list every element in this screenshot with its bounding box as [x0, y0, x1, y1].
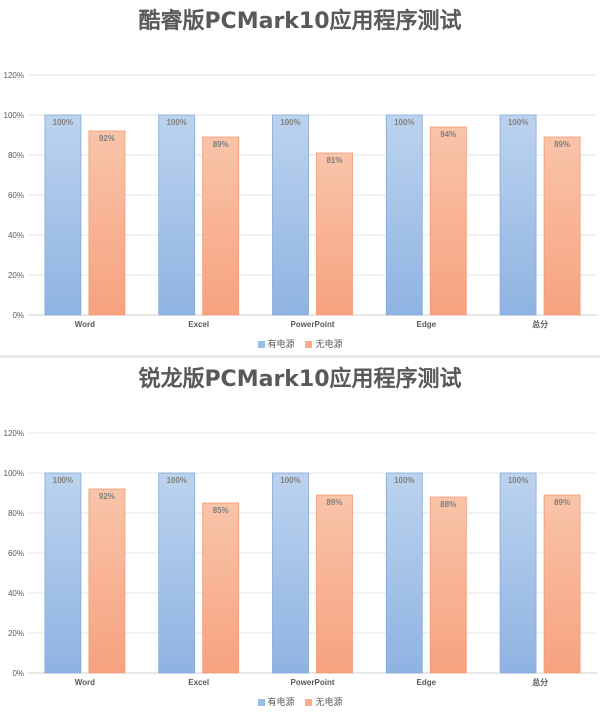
bar-series-b [202, 136, 240, 316]
bar-series-b [202, 502, 240, 674]
data-label: 88% [440, 500, 456, 509]
bar-series-b [429, 496, 467, 674]
bar-series-b [543, 136, 581, 316]
y-tick-label: 60% [8, 191, 24, 200]
y-tick-label: 80% [8, 509, 24, 518]
data-label: 94% [440, 130, 456, 139]
bar-chart-core: 0% 20% 40% 60% 80% 100% 120% 100% 92% Word 100% 89%… [4, 71, 597, 329]
x-category-label: PowerPoint [290, 320, 334, 329]
bar-series-b [316, 494, 353, 674]
y-tick-label: 20% [8, 629, 24, 638]
bar-series-b [429, 126, 467, 316]
bar-series-a [499, 472, 537, 674]
y-tick-label: 100% [4, 111, 24, 120]
legend-swatch-series-b [305, 699, 313, 706]
legend-swatch-series-a [257, 699, 265, 706]
data-label: 92% [99, 134, 115, 143]
legend-item-series-a: 有电源 [257, 695, 295, 708]
data-label: 100% [53, 476, 73, 485]
x-category-label: PowerPoint [290, 678, 334, 687]
data-label: 89% [554, 140, 570, 149]
legend-label: 无电源 [315, 340, 343, 350]
y-tick-label: 100% [4, 469, 24, 478]
data-label: 100% [280, 118, 300, 127]
chart-title: 酷睿版PCMark10应用程序测试 [138, 9, 462, 34]
data-label: 89% [213, 140, 229, 149]
chart-panel-ryzen: 锐龙版PCMark10应用程序测试 0% 20% 40% 60% 80% 100% 120%… [0, 358, 600, 713]
legend-label: 有电源 [267, 698, 295, 708]
bar-series-a [272, 114, 309, 316]
data-label: 100% [166, 118, 186, 127]
x-category-label: Excel [188, 678, 209, 687]
y-tick-label: 0% [12, 311, 24, 320]
data-label: 100% [508, 476, 528, 485]
bar-chart-ryzen: 0% 20% 40% 60% 80% 100% 120% 100% 92% Word 100% 85%… [4, 429, 597, 687]
bar-series-b [316, 152, 353, 316]
bar-series-a [385, 472, 423, 674]
chart-title: 锐龙版PCMark10应用程序测试 [138, 367, 462, 392]
data-label: 89% [554, 498, 570, 507]
y-tick-label: 80% [8, 151, 24, 160]
legend-label: 有电源 [267, 340, 295, 350]
bar-series-b [88, 488, 126, 674]
y-tick-label: 120% [4, 429, 24, 438]
legend-label: 无电源 [315, 698, 343, 708]
data-label: 100% [53, 118, 73, 127]
data-label: 100% [394, 476, 414, 485]
data-label: 89% [326, 498, 342, 507]
x-category-label: Edge [417, 678, 437, 687]
data-label: 81% [326, 156, 342, 165]
legend-swatch-series-a [257, 341, 265, 348]
legend-swatch-series-b [305, 341, 313, 348]
panel-divider [0, 355, 600, 358]
x-category-label: Excel [188, 320, 209, 329]
chart-panel-core: 酷睿版PCMark10应用程序测试 0% 20% 40% 60% 80% 100% 120%… [0, 0, 600, 355]
data-label: 100% [280, 476, 300, 485]
x-category-label: Word [75, 320, 95, 329]
legend-item-series-a: 有电源 [257, 337, 295, 350]
data-label: 100% [508, 118, 528, 127]
legend-item-series-b: 无电源 [305, 695, 342, 708]
y-tick-label: 120% [4, 71, 24, 80]
data-label: 100% [166, 476, 186, 485]
data-label: 85% [213, 506, 229, 515]
bar-series-b [88, 130, 126, 316]
y-tick-label: 40% [8, 231, 24, 240]
bar-series-a [499, 114, 537, 316]
chart-legend: 有电源 无电源 [0, 695, 600, 708]
x-category-label: Edge [417, 320, 437, 329]
bar-series-a [385, 114, 423, 316]
data-label: 100% [394, 118, 414, 127]
bar-series-a [158, 114, 196, 316]
bar-series-a [158, 472, 196, 674]
bar-series-a [44, 114, 82, 316]
x-category-label: 总分 [532, 677, 548, 687]
x-category-label: 总分 [532, 319, 548, 329]
bar-series-a [272, 472, 309, 674]
x-category-label: Word [75, 678, 95, 687]
y-tick-label: 60% [8, 549, 24, 558]
legend-item-series-b: 无电源 [305, 337, 342, 350]
bar-series-b [543, 494, 581, 674]
y-tick-label: 0% [12, 669, 24, 678]
y-tick-label: 40% [8, 589, 24, 598]
chart-legend: 有电源 无电源 [0, 337, 600, 350]
data-label: 92% [99, 492, 115, 501]
y-tick-label: 20% [8, 271, 24, 280]
bar-series-a [44, 472, 82, 674]
